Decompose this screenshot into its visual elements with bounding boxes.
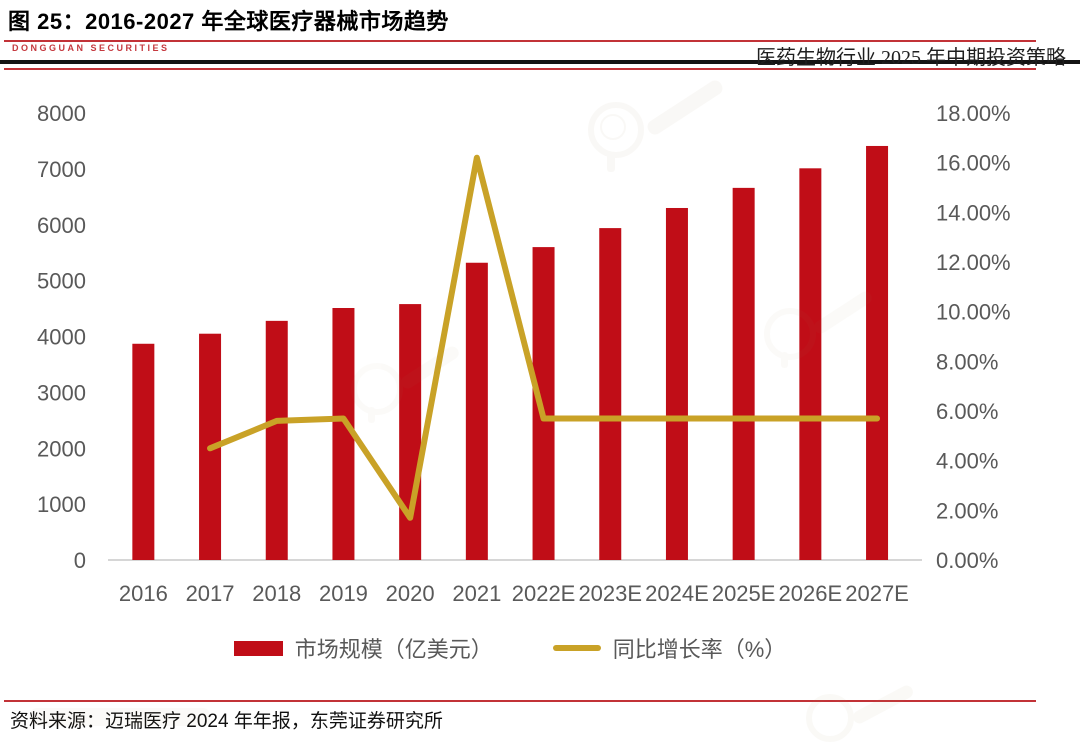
x-axis-category-label: 2024E [645,581,709,606]
right-axis-tick-label: 10.00% [936,300,1011,325]
header-black-rule [0,60,1080,64]
x-axis-category-label: 2026E [779,581,843,606]
market-size-bar [732,187,755,560]
growth-rate-line [207,154,881,521]
right-axis-tick-label: 8.00% [936,349,998,374]
x-axis-category-label: 2021 [452,581,501,606]
market-size-bar [332,308,355,560]
left-axis-tick-label: 8000 [37,101,86,126]
market-size-bar [599,228,622,561]
market-size-bar [399,304,422,560]
x-axis-category-label: 2027E [845,581,909,606]
market-size-bar [265,320,288,560]
left-axis-tick-label: 7000 [37,157,86,182]
right-axis-tick-label: 12.00% [936,250,1011,275]
header-red-rule-bottom [4,68,1036,70]
left-axis-tick-label: 1000 [37,492,86,517]
x-axis-category-label: 2018 [252,581,301,606]
x-axis-category-label: 2016 [119,581,168,606]
right-axis-tick-label: 2.00% [936,498,998,523]
x-axis-category-label: 2022E [512,581,576,606]
legend-label-growth-rate: 同比增长率（%） [612,637,787,662]
right-axis-tick-label: 6.00% [936,399,998,424]
right-axis-tick-label: 18.00% [936,101,1011,126]
left-axis-tick-label: 5000 [37,269,86,294]
left-axis-tick-label: 3000 [37,380,86,405]
header-red-rule-top [4,40,1036,42]
x-axis-category-label: 2020 [386,581,435,606]
right-axis-tick-label: 16.00% [936,151,1011,176]
right-axis-tick-label: 14.00% [936,200,1011,225]
market-size-bar [465,262,488,560]
market-size-bar [132,343,155,560]
source-note: 资料来源：迈瑞医疗 2024 年年报，东莞证券研究所 [10,711,443,732]
x-axis-category-label: 2025E [712,581,776,606]
footer-red-rule [4,700,1036,702]
legend-item-growth-rate: 同比增长率（%） [552,632,787,664]
market-size-bar [665,207,688,561]
x-axis-category-label: 2023E [578,581,642,606]
x-axis-category-label: 2019 [319,581,368,606]
chart-legend: 市场规模（亿美元） 同比增长率（%） [110,631,910,665]
left-axis-tick-label: 6000 [37,213,86,238]
brand-logo-text: DONGGUAN SECURITIES [12,43,170,53]
market-size-bar [866,145,889,560]
right-axis-tick-label: 4.00% [936,449,998,474]
market-size-bar [799,168,822,560]
legend-item-market-size: 市场规模（亿美元） [233,632,493,664]
legend-label-market-size: 市场规模（亿美元） [294,637,493,662]
left-axis-tick-label: 4000 [37,325,86,350]
market-size-bar [532,247,555,560]
line-series-swatch [552,645,601,651]
left-axis-tick-label: 2000 [37,436,86,461]
bar-series-swatch [233,640,283,656]
x-axis-category-label: 2017 [186,581,235,606]
report-strategy-label: 医药生物行业 2025 年中期投资策略 [756,47,1066,69]
right-axis-tick-label: 0.00% [936,548,998,573]
left-axis-tick-label: 0 [74,548,86,573]
figure-title: 图 25：2016-2027 年全球医疗器械市场趋势 [8,9,449,34]
